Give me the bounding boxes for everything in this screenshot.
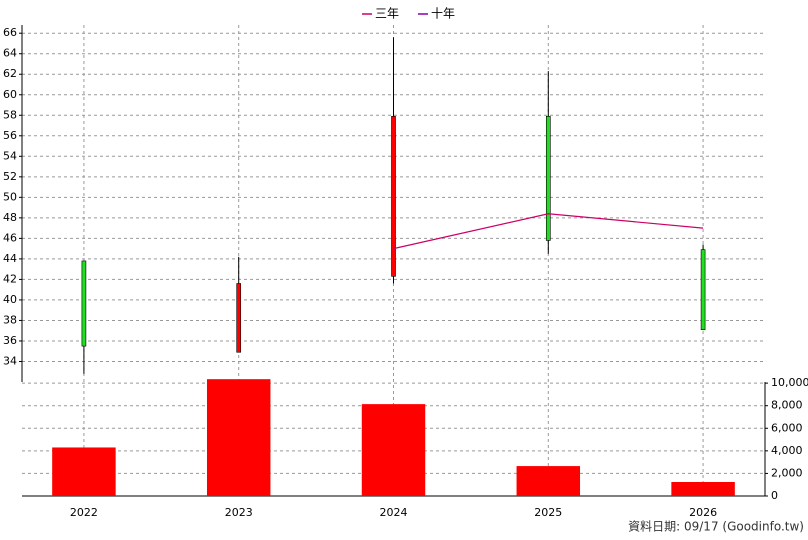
y-tick-label: 54 bbox=[3, 149, 17, 162]
candle-body bbox=[391, 116, 396, 277]
candle-body bbox=[236, 283, 242, 353]
y-tick-label: 34 bbox=[3, 354, 17, 367]
legend-label: 十年 bbox=[431, 7, 455, 21]
y2-tick-label: 0 bbox=[771, 489, 778, 502]
volume-bar bbox=[361, 404, 426, 496]
line-series bbox=[393, 213, 704, 250]
y-tick-label: 66 bbox=[3, 26, 17, 39]
volume-bar bbox=[52, 447, 116, 496]
y-tick-label: 44 bbox=[3, 252, 17, 265]
y-tick-label: 38 bbox=[3, 313, 17, 326]
y-tick-label: 58 bbox=[3, 108, 17, 121]
footer: 資料日期: 09/17 (Goodinfo.tw) bbox=[628, 520, 804, 534]
x-tick-label: 2023 bbox=[225, 506, 253, 519]
candle-body bbox=[700, 249, 706, 330]
x-tick-label: 2025 bbox=[534, 506, 562, 519]
y-tick-label: 56 bbox=[3, 129, 17, 142]
x-tick-label: 2022 bbox=[70, 506, 98, 519]
x-tick-label: 2026 bbox=[689, 506, 717, 519]
y2-tick-label: 10,000 bbox=[771, 376, 808, 389]
candle-body bbox=[545, 116, 551, 241]
y-tick-label: 40 bbox=[3, 293, 17, 306]
y-tick-label: 46 bbox=[3, 231, 17, 244]
y-tick-label: 36 bbox=[3, 334, 17, 347]
y-tick-label: 60 bbox=[3, 88, 17, 101]
y-tick-label: 52 bbox=[3, 170, 17, 183]
legend-label: 三年 bbox=[375, 7, 399, 21]
y-tick-label: 42 bbox=[3, 272, 17, 285]
volume-bar bbox=[671, 482, 735, 496]
y-tick-label: 48 bbox=[3, 211, 17, 224]
volume-bar bbox=[206, 379, 271, 496]
volume-bar bbox=[516, 466, 581, 496]
y-tick-label: 64 bbox=[3, 47, 17, 60]
y-tick-label: 50 bbox=[3, 190, 17, 203]
x-tick-label: 2024 bbox=[380, 506, 408, 519]
y2-tick-label: 2,000 bbox=[771, 466, 803, 479]
y2-tick-label: 4,000 bbox=[771, 444, 803, 457]
y2-tick-label: 8,000 bbox=[771, 399, 803, 412]
candle-body bbox=[81, 260, 87, 347]
y2-tick-label: 6,000 bbox=[771, 421, 803, 434]
y-tick-label: 62 bbox=[3, 67, 17, 80]
